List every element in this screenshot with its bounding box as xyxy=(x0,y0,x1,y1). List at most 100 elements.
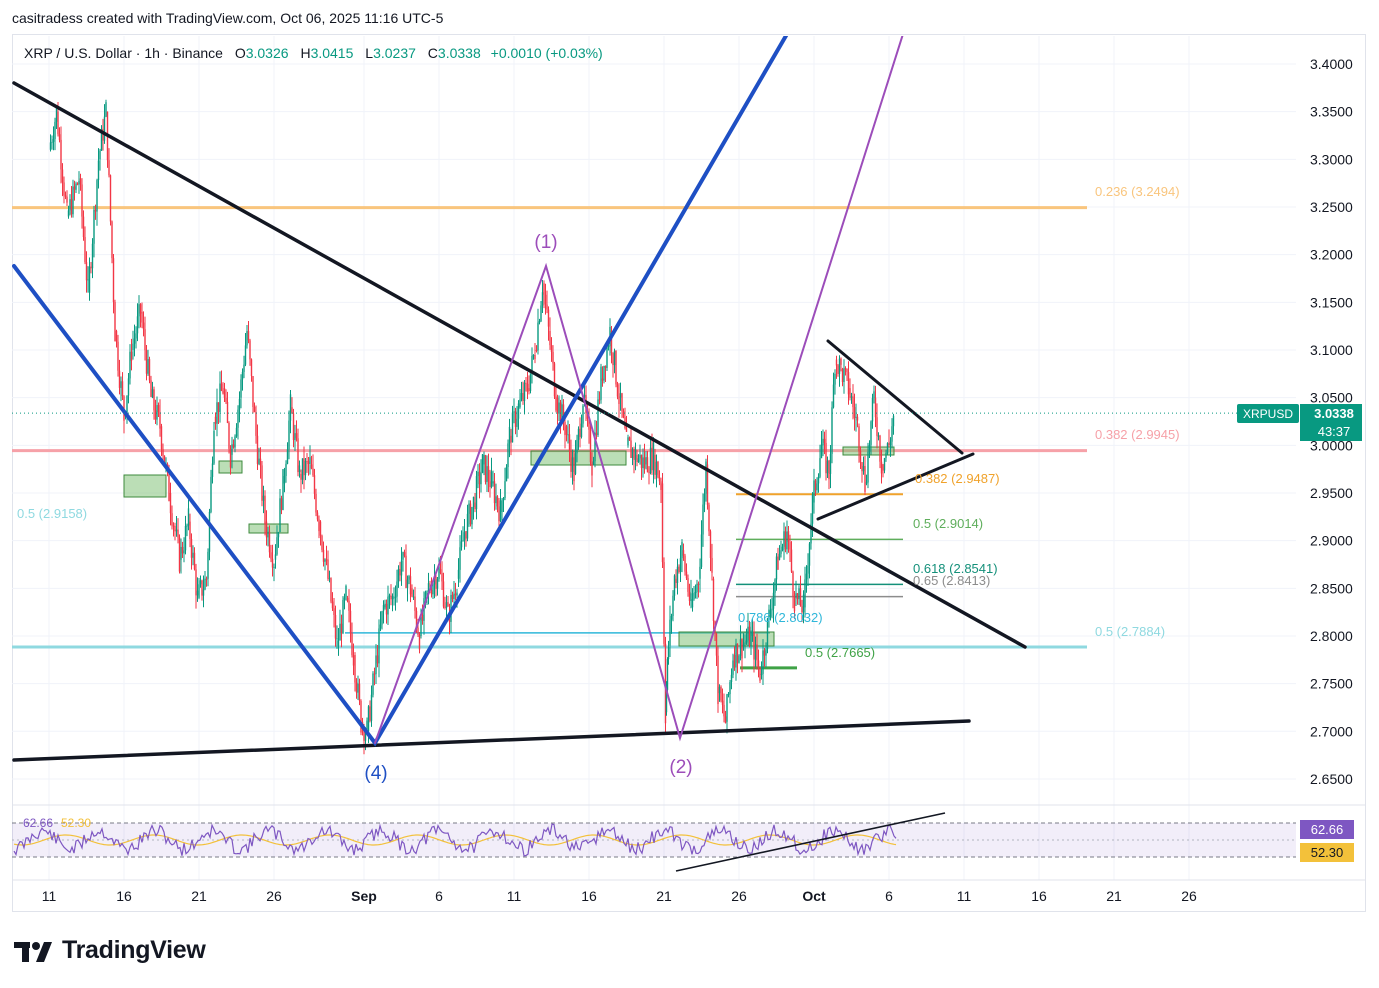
candle-body xyxy=(892,415,895,427)
candle-body xyxy=(277,532,280,538)
support-trendline xyxy=(12,719,971,762)
candle-body xyxy=(222,390,224,394)
candle-body xyxy=(795,593,797,598)
candle-body xyxy=(459,547,461,570)
candle-body xyxy=(292,413,295,441)
candle-body xyxy=(70,199,73,215)
price-tick-label: 3.3500 xyxy=(1310,104,1353,120)
candle-body xyxy=(610,330,613,354)
candle-body xyxy=(708,504,710,532)
candle-body xyxy=(486,466,488,483)
candle-body xyxy=(144,329,146,351)
candle-body xyxy=(108,160,110,176)
rsi-ma-tag xyxy=(1300,843,1354,862)
candle-body xyxy=(261,465,263,501)
candle-body xyxy=(762,650,764,674)
price-tick-label: 3.4000 xyxy=(1310,56,1353,72)
candle-body xyxy=(283,476,286,484)
time-tick-label: 26 xyxy=(266,888,282,904)
candle-body xyxy=(705,461,707,494)
candle-body xyxy=(145,350,148,374)
candle-body xyxy=(685,571,688,579)
candle-body xyxy=(885,452,887,459)
candle-body xyxy=(409,576,412,595)
time-tick-label: 11 xyxy=(957,888,972,904)
tradingview-logo[interactable]: TradingView xyxy=(14,936,206,965)
candle-body xyxy=(88,266,91,293)
candle-body xyxy=(639,454,641,459)
candle-body xyxy=(870,421,872,445)
candle-body xyxy=(649,447,652,474)
candle-body xyxy=(796,593,799,600)
candle-body xyxy=(270,552,272,559)
candle-body xyxy=(186,525,188,527)
candle-body xyxy=(837,365,839,374)
candle-body xyxy=(541,292,544,306)
candle-body xyxy=(193,552,196,570)
elliott-wave-line xyxy=(374,36,904,744)
candle-body xyxy=(96,180,98,212)
candle-body xyxy=(367,706,370,732)
candle-body xyxy=(375,655,377,675)
candle-body xyxy=(831,407,833,454)
candle-body xyxy=(102,128,104,141)
candle-body xyxy=(247,330,250,341)
price-tick-label: 3.2500 xyxy=(1310,199,1353,215)
candle-body xyxy=(532,355,535,357)
candle-body xyxy=(768,609,770,619)
candle-body xyxy=(665,689,668,713)
candle-body xyxy=(273,566,275,568)
candle-body xyxy=(516,418,518,427)
candle-body xyxy=(579,428,581,437)
candle-body xyxy=(141,311,143,323)
candle-body xyxy=(157,405,160,413)
price-tick-label: 3.1500 xyxy=(1310,294,1353,310)
candle-body xyxy=(561,404,563,423)
candle-body xyxy=(757,660,760,667)
candle-body xyxy=(396,581,398,597)
price-tick-label: 3.0500 xyxy=(1310,390,1353,406)
candle-body xyxy=(309,457,311,464)
candle-body xyxy=(643,457,646,469)
candle-body xyxy=(298,465,301,473)
candle-body xyxy=(715,633,718,656)
candle-body xyxy=(93,209,95,244)
candle-body xyxy=(696,583,698,592)
candle-body xyxy=(151,389,154,398)
candle-body xyxy=(726,694,728,722)
candle-body xyxy=(250,359,253,377)
candle-body xyxy=(640,454,643,469)
candle-body xyxy=(733,655,736,668)
candle-body xyxy=(58,134,61,140)
open-label: O xyxy=(234,45,246,61)
candle-body xyxy=(216,402,218,424)
candle-body xyxy=(288,420,290,450)
time-tick-label: 26 xyxy=(731,888,747,904)
candle-body xyxy=(457,569,460,579)
candle-body xyxy=(372,673,374,695)
candle-body xyxy=(871,398,874,422)
candle-body xyxy=(721,700,724,705)
rsi-ma-tag-text: 52.30 xyxy=(1311,845,1344,860)
candle-body xyxy=(192,552,194,558)
candle-body xyxy=(249,340,251,360)
rsi-value-tag xyxy=(1300,820,1354,839)
candle-body xyxy=(858,426,860,451)
candle-body xyxy=(117,341,119,371)
candle-body xyxy=(744,642,746,645)
candle-body xyxy=(369,706,371,721)
candle-body xyxy=(109,175,112,222)
candle-body xyxy=(180,546,182,560)
rsi-value-tag-text: 62.66 xyxy=(1311,822,1344,837)
candle-body xyxy=(121,381,124,397)
candle-body xyxy=(228,422,230,449)
candle-body xyxy=(412,596,415,598)
candle-body xyxy=(528,388,530,391)
candle-body xyxy=(844,368,847,370)
price-tick-label: 2.7500 xyxy=(1310,676,1353,692)
candle-body xyxy=(195,569,197,596)
candle-body xyxy=(181,546,184,554)
candle-body xyxy=(880,461,883,474)
time-tick-label: 21 xyxy=(656,888,672,904)
